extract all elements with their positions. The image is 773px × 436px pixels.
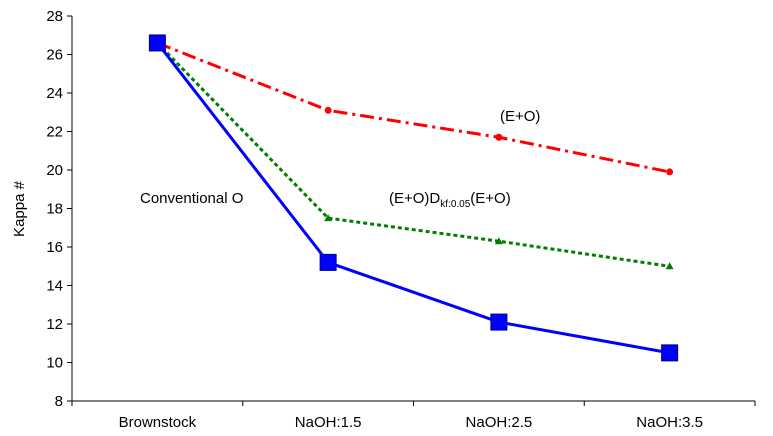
y-tick-label: 28 <box>46 8 63 25</box>
annotation-eo-d-eo: (E+O)Dkf:0.05(E+O) <box>389 190 511 210</box>
y-tick-label: 10 <box>46 355 63 372</box>
data-point-conventional <box>661 344 679 362</box>
y-tick-label: 22 <box>46 124 63 141</box>
data-point-conventional <box>148 34 166 52</box>
series-eo <box>153 39 674 176</box>
y-axis-label: Kappa # <box>11 180 28 237</box>
series-line-conventional <box>156 42 670 355</box>
y-tick-label: 16 <box>46 239 63 256</box>
y-tick-label: 14 <box>46 278 63 295</box>
chart-series-layer <box>148 34 679 362</box>
x-tick-label: NaOH:2.5 <box>466 414 533 431</box>
data-point-eo <box>495 133 503 141</box>
series-line-eo <box>156 41 670 174</box>
x-tick-label: Brownstock <box>119 414 197 431</box>
x-tick-label: NaOH:1.5 <box>295 414 362 431</box>
y-tick-label: 26 <box>46 47 63 64</box>
annotation-conventional-o: Conventional O <box>140 190 243 207</box>
annotation-eo-d-eo-tail: (E+O) <box>470 190 510 207</box>
annotation-eo: (E+O) <box>500 108 540 125</box>
series-eo_d_eo <box>153 38 674 270</box>
data-point-eo_d_eo <box>665 262 674 270</box>
y-tick-label: 24 <box>46 85 63 102</box>
data-point-eo_d_eo <box>494 237 503 245</box>
annotation-eo-d-eo-subscript: kf:0.05 <box>440 199 470 210</box>
x-tick-label: NaOH:3.5 <box>636 414 703 431</box>
y-tick-label: 8 <box>55 393 63 410</box>
chart-axes: 8 10 12 14 16 18 20 22 24 26 28 Brownstock NaOH:1.5 N… <box>46 8 756 431</box>
data-point-eo_d_eo <box>324 214 333 222</box>
data-point-eo <box>666 168 674 176</box>
data-point-conventional <box>319 253 337 271</box>
y-tick-label: 12 <box>46 316 63 333</box>
data-point-conventional <box>490 313 508 331</box>
data-point-eo <box>324 106 332 114</box>
series-line-eo_d_eo <box>156 41 670 268</box>
y-tick-label: 18 <box>46 201 63 218</box>
annotation-eo-d-eo-main: (E+O)D <box>389 190 440 207</box>
chart-annotations: (E+O) Conventional O (E+O)Dkf:0.05(E+O) <box>140 108 540 210</box>
y-tick-label: 20 <box>46 162 63 179</box>
series-conventional <box>148 34 679 362</box>
